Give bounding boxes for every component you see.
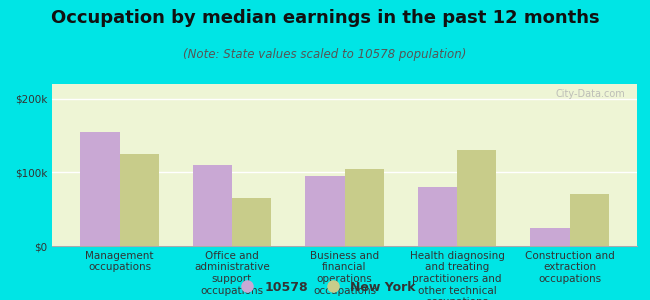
Bar bbox=[80, 132, 120, 246]
Text: (Note: State values scaled to 10578 population): (Note: State values scaled to 10578 popu… bbox=[183, 48, 467, 61]
Bar bbox=[192, 165, 232, 246]
Legend: 10578, New York: 10578, New York bbox=[234, 281, 416, 294]
Text: City-Data.com: City-Data.com bbox=[556, 89, 625, 99]
Bar bbox=[120, 154, 159, 246]
Bar bbox=[232, 198, 272, 246]
Bar bbox=[569, 194, 609, 246]
Bar bbox=[305, 176, 344, 246]
Bar bbox=[457, 150, 497, 246]
Bar bbox=[530, 228, 569, 246]
Text: Occupation by median earnings in the past 12 months: Occupation by median earnings in the pas… bbox=[51, 9, 599, 27]
Bar bbox=[344, 169, 384, 246]
Bar bbox=[418, 187, 457, 246]
